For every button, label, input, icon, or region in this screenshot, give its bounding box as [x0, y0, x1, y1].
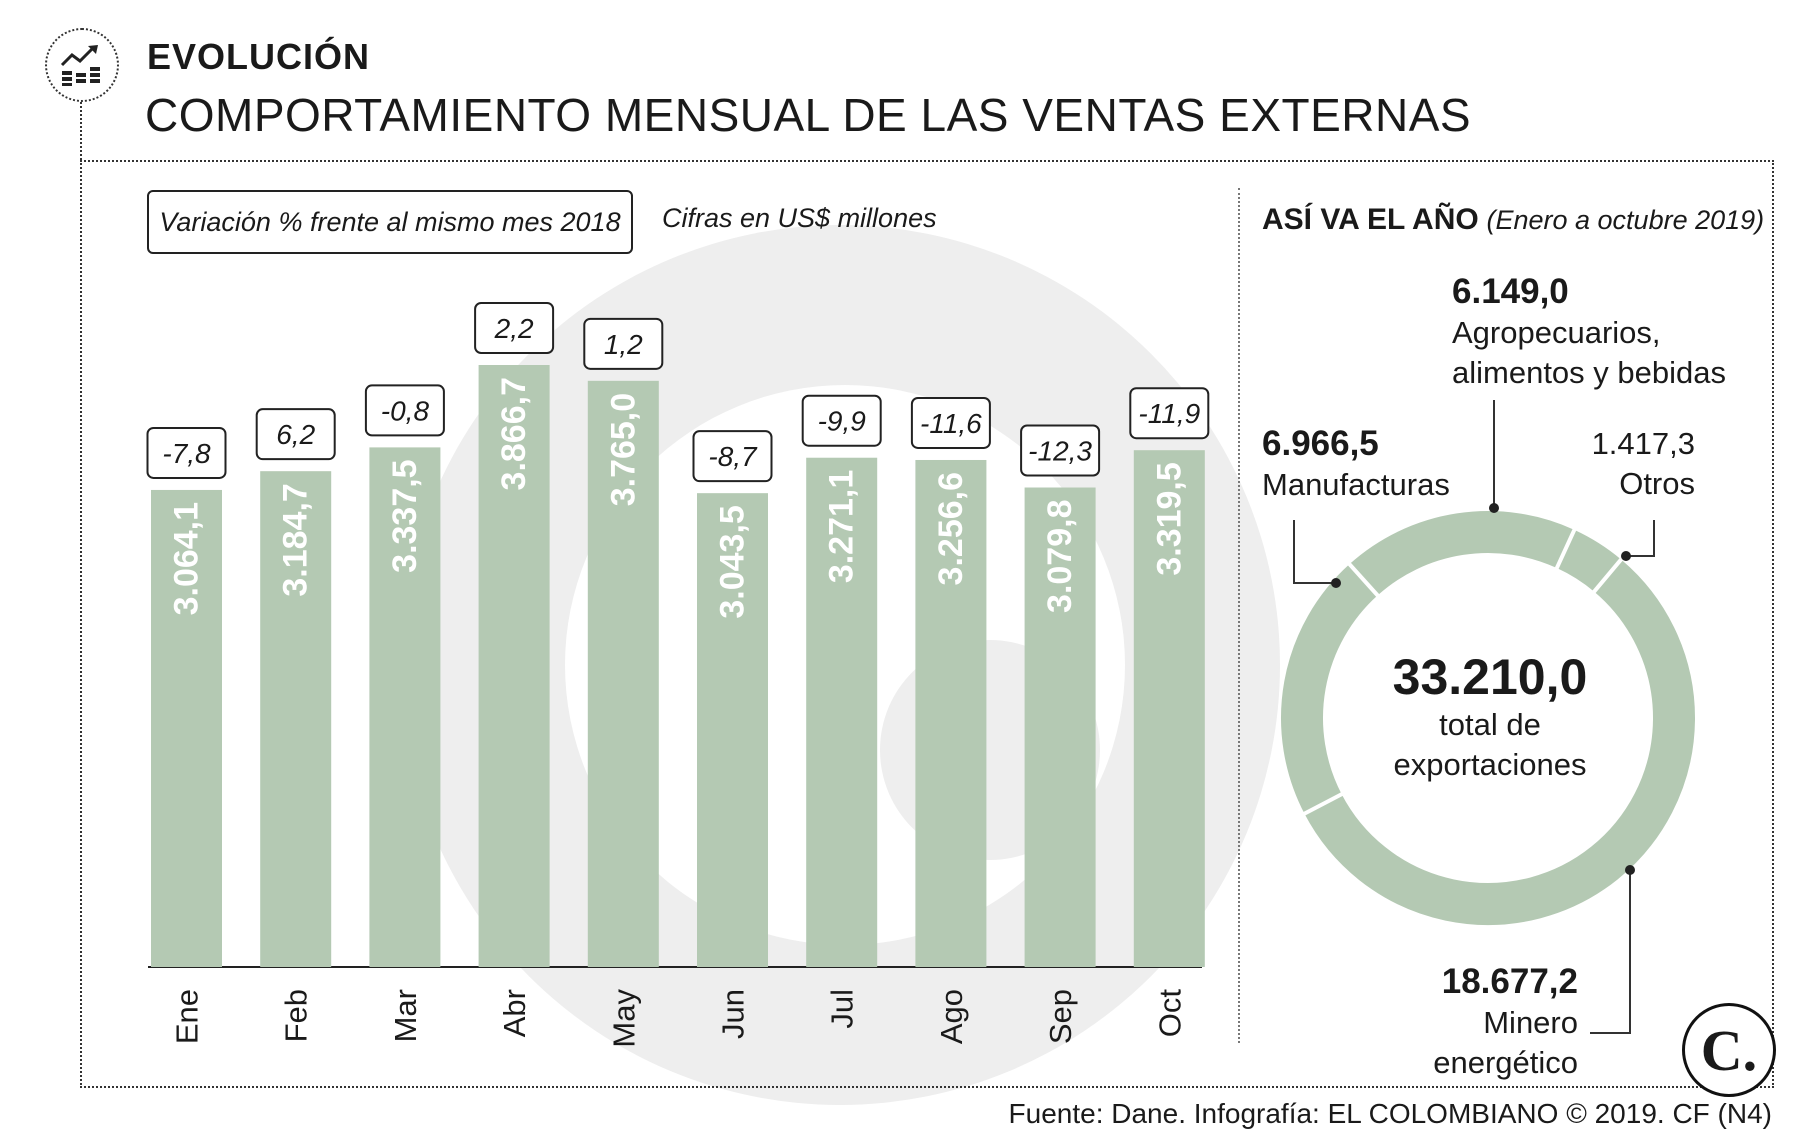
variation-label: 6,2: [276, 419, 315, 450]
otros-value: 1.417,3: [1591, 426, 1695, 461]
donut-slice-minero: [1304, 559, 1695, 925]
month-tick-label: May: [606, 989, 641, 1048]
el-colombiano-logo: C.: [1682, 1003, 1776, 1097]
bar-jul: [806, 457, 878, 967]
donut-slice-divider: [1554, 528, 1577, 570]
year-summary-period: (Enero a octubre 2019): [1486, 205, 1765, 235]
units-label: Cifras en US$ millones: [662, 203, 937, 233]
leader-otros: [1626, 520, 1655, 557]
variation-box: [1020, 424, 1101, 477]
total-caption-line1: total de: [1439, 707, 1541, 742]
variation-label: -7,8: [162, 438, 211, 469]
donut-slice-divider: [1302, 791, 1344, 816]
bar-value-label: 3.271,1: [823, 470, 861, 583]
bar-value-label: 3.765,0: [604, 393, 642, 506]
variation-label: -12,3: [1028, 436, 1092, 467]
variation-box: [146, 426, 227, 479]
donut-slice-divider: [1347, 562, 1380, 598]
month-tick-label: Ene: [170, 989, 205, 1044]
variation-label: -0,8: [381, 395, 430, 426]
month-tick-label: Sep: [1043, 989, 1078, 1044]
month-tick-label: Feb: [279, 989, 314, 1042]
variation-label: -8,7: [708, 441, 758, 472]
bar-value-label: 3.256,6: [932, 472, 970, 585]
month-tick-label: Mar: [388, 989, 423, 1042]
leader-manufacturas: [1293, 520, 1336, 584]
total-exports-value: 33.210,0: [1392, 649, 1588, 705]
section-kicker: EVOLUCIÓN: [147, 36, 371, 77]
bar-oct: [1133, 450, 1205, 968]
bar-ago: [915, 459, 987, 967]
label-agro: 6.149,0 Agropecuarios, alimentos y bebid…: [1452, 272, 1726, 393]
month-tick-label: Jul: [825, 989, 860, 1029]
bar-sep: [1024, 487, 1096, 967]
label-minero: 18.677,2 Minero energético: [1330, 962, 1578, 1083]
variation-label: 2,2: [494, 313, 534, 344]
donut-slice-divider: [1591, 557, 1624, 594]
bar-feb: [260, 471, 332, 967]
agro-name-line1: Agropecuarios,: [1452, 315, 1661, 350]
bar-value-label: 3.064,1: [168, 502, 206, 615]
year-summary-title: ASÍ VA EL AÑO (Enero a octubre 2019): [1262, 203, 1764, 237]
header-connector-line: [80, 95, 82, 160]
bar-value-label: 3.043,5: [714, 505, 752, 618]
leader-dot-agro: [1489, 503, 1499, 513]
year-summary-heading: ASÍ VA EL AÑO: [1262, 203, 1479, 236]
variation-box: [1129, 387, 1210, 440]
leader-dot-minero: [1625, 865, 1635, 875]
manu-value: 6.966,5: [1262, 424, 1379, 463]
bar-may: [587, 380, 659, 967]
total-caption-line2: exportaciones: [1393, 747, 1587, 782]
variation-box: [255, 408, 336, 461]
variation-label: -9,9: [818, 406, 866, 437]
variation-label: 1,2: [604, 329, 643, 360]
leader-minero: [1590, 870, 1631, 1034]
bar-value-label: 3.319,5: [1150, 462, 1188, 575]
month-tick-label: Abr: [497, 989, 532, 1037]
bar-jun: [697, 493, 768, 967]
variation-box: [692, 430, 773, 483]
page-title: COMPORTAMIENTO MENSUAL DE LAS VENTAS EXT…: [145, 89, 1472, 141]
variation-label: -11,9: [1138, 398, 1200, 429]
manu-name: Manufacturas: [1262, 467, 1450, 502]
bar-value-label: 3.866,7: [495, 377, 533, 490]
bar-mar: [369, 447, 441, 967]
donut-slice-manufacturas: [1281, 564, 1378, 814]
bar-value-label: 3.337,5: [386, 459, 424, 572]
month-tick-label: Oct: [1152, 989, 1187, 1038]
agro-value: 6.149,0: [1452, 272, 1569, 311]
variation-box: [801, 394, 882, 447]
variation-legend-box: Variación % frente al mismo mes 2018: [147, 190, 633, 254]
label-otros: 1.417,3 Otros: [1560, 424, 1695, 504]
variation-box: [910, 396, 991, 449]
bar-value-label: 3.184,7: [277, 483, 315, 596]
month-tick-label: Jun: [716, 989, 751, 1039]
agro-name-line2: alimentos y bebidas: [1452, 355, 1726, 390]
growth-chart-icon: [45, 28, 119, 102]
total-exports-caption: total de exportaciones: [1360, 705, 1620, 785]
label-manufacturas: 6.966,5 Manufacturas: [1262, 424, 1450, 505]
variation-box: [583, 317, 664, 370]
panel-separator: [1238, 188, 1240, 1043]
donut-slice-otros: [1556, 529, 1622, 592]
source-credit: Fuente: Dane. Infografía: EL COLOMBIANO …: [1008, 1098, 1772, 1129]
minero-name: Minero energético: [1433, 1005, 1578, 1080]
minero-value: 18.677,2: [1441, 962, 1578, 1001]
month-tick-label: Ago: [934, 989, 969, 1044]
variation-label: -11,6: [920, 408, 982, 439]
chart-frame: [80, 160, 1774, 1088]
leader-dot-manufacturas: [1331, 578, 1341, 588]
bar-ene: [151, 489, 222, 967]
leader-dot-otros: [1621, 551, 1631, 561]
variation-box: [364, 384, 445, 437]
bar-abr: [478, 365, 550, 967]
otros-name: Otros: [1619, 466, 1695, 501]
variation-legend-text: Variación % frente al mismo mes 2018: [159, 206, 621, 237]
bar-value-label: 3.079,8: [1041, 500, 1079, 613]
variation-box: [474, 302, 555, 354]
donut-slice-agro: [1349, 511, 1575, 596]
